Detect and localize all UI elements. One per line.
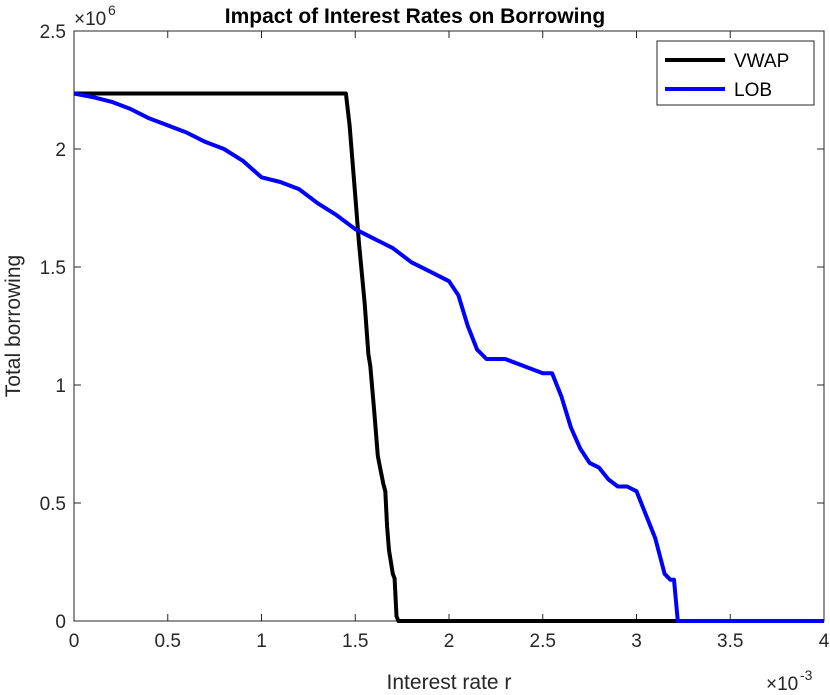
plot-area (73, 30, 825, 622)
x-axis-ticks: 0 0.5 1 1.5 2 2.5 3 3.5 4 (69, 31, 830, 652)
x-exponent-base: ×10 (766, 674, 798, 695)
y-tick-label: 2.5 (40, 22, 66, 43)
x-tick-label: 0 (69, 631, 80, 652)
x-tick-label: 1.5 (342, 631, 368, 652)
y-exponent-power: 6 (108, 2, 116, 18)
series-line-vwap (74, 91, 824, 623)
y-tick-label: 1 (55, 376, 66, 397)
chart-title: Impact of Interest Rates on Borrowing (225, 5, 605, 28)
series-lines (73, 91, 824, 623)
y-tick-label: 0.5 (40, 494, 66, 515)
legend-label-vwap: VWAP (734, 51, 789, 72)
x-tick-label: 4 (819, 631, 830, 652)
x-exponent-power: -3 (800, 667, 813, 683)
y-tick-label: 1.5 (40, 258, 66, 279)
y-tick-label: 0 (55, 612, 66, 633)
y-exponent-base: ×10 (74, 9, 106, 30)
x-tick-label: 2.5 (530, 631, 556, 652)
x-tick-label: 1 (256, 631, 267, 652)
y-tick-label: 2 (55, 140, 66, 161)
x-tick-label: 2 (444, 631, 455, 652)
y-axis-ticks: 0 0.5 1 1.5 2 2.5 (40, 22, 824, 633)
x-exponent: ×10 -3 (766, 667, 813, 695)
legend-label-lob: LOB (734, 80, 772, 101)
legend: VWAP LOB (656, 40, 815, 106)
x-tick-label: 3 (631, 631, 642, 652)
x-tick-label: 0.5 (155, 631, 181, 652)
legend-box (656, 40, 815, 106)
y-exponent: ×10 6 (74, 2, 116, 30)
x-tick-label: 3.5 (717, 631, 743, 652)
series-line-lob (73, 91, 824, 623)
y-axis-label: Total borrowing (2, 255, 25, 397)
x-axis-label: Interest rate r (387, 671, 512, 694)
